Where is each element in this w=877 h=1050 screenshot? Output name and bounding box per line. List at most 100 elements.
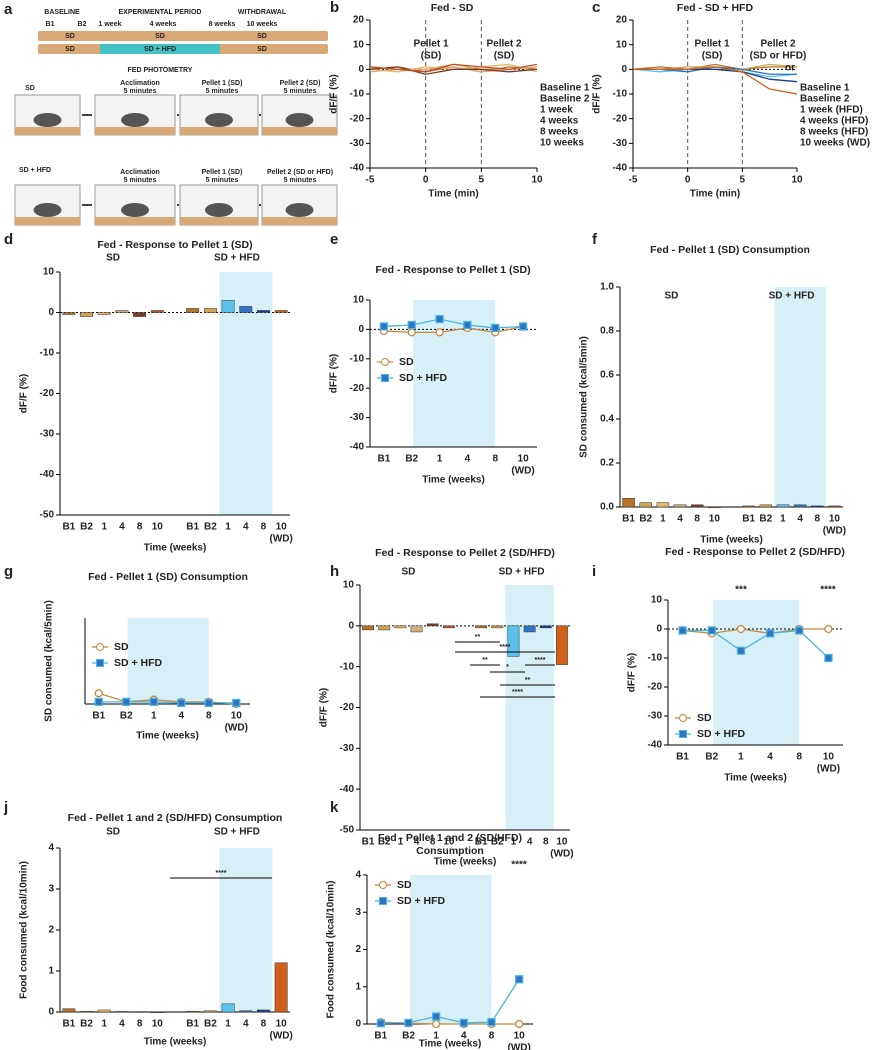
legend-label: Baseline 1 [800, 83, 850, 94]
y-axis-label: dF/F (%) [19, 374, 30, 413]
marker [487, 1017, 496, 1027]
series-line [383, 325, 524, 334]
trace [369, 63, 538, 73]
annotation: (SD) [702, 51, 723, 62]
x-tick-label: B1 [62, 1019, 75, 1030]
group-label: SD + HFD [214, 253, 260, 264]
y-tick-label: -40 [350, 163, 365, 174]
y-tick-label: -10 [40, 348, 55, 359]
x-tick-label: 10 [531, 175, 543, 186]
x-axis-label: Time (min) [690, 189, 740, 200]
bar [115, 310, 129, 313]
bar [673, 504, 687, 508]
legend-label: SD [697, 712, 712, 724]
annotation: **** [535, 657, 546, 664]
marker [432, 1019, 441, 1029]
annotation: ** [475, 634, 481, 641]
panel-label: d [4, 231, 13, 248]
x-tick-label: 10 [231, 711, 243, 722]
timeline-bar [38, 31, 328, 41]
legend-label: SD + HFD [399, 372, 448, 384]
bar [556, 625, 568, 665]
legend-label: SD [114, 641, 129, 653]
shade [409, 875, 492, 1024]
y-tick-label: 3 [355, 907, 361, 918]
x-tick-label: 10 [829, 514, 841, 525]
legend-label: SD + HFD [114, 657, 163, 669]
bar [426, 623, 439, 627]
legend-label: SD + HFD [697, 728, 746, 740]
y-axis-label: Food consumed (kcal/10min) [326, 881, 337, 1019]
group-label: SD + HFD [769, 291, 815, 302]
x-tick-label: 0 [685, 175, 691, 186]
shade [713, 600, 800, 745]
bar [62, 1008, 76, 1013]
annotation: (SD or HFD) [750, 51, 807, 62]
x-tick-label: B2 [378, 837, 391, 848]
y-tick-label: 20 [616, 15, 628, 26]
y-tick-label: -20 [340, 702, 355, 713]
marker [94, 689, 103, 698]
x-tick-label: 10 [443, 837, 455, 848]
chart-title: Fed - Pellet 1 (SD) Consumption [88, 571, 248, 583]
y-tick-label: -30 [350, 412, 365, 423]
bar [793, 504, 807, 508]
mouse [285, 113, 314, 127]
annotation: **** [820, 585, 836, 596]
legend-label: Baseline 2 [800, 94, 850, 105]
x-tick-label: 4 [178, 711, 184, 722]
x-tick-label: 10 [518, 454, 530, 465]
panel-label: a [4, 1, 13, 18]
y-tick-label: -40 [340, 784, 355, 795]
y-tick-label: 0 [358, 64, 364, 75]
x-tick-label: 4 [767, 752, 773, 763]
chart-title: Fed - Response to Pellet 2 (SD/HFD) [375, 547, 555, 559]
x-tick-label: B2 [759, 514, 772, 525]
y-axis-label: dF/F (%) [329, 354, 340, 393]
y-tick-label: 4 [48, 843, 54, 854]
note: (WD) [511, 466, 534, 477]
mouse [33, 113, 62, 127]
bedding [95, 127, 175, 135]
x-tick-label: B2 [80, 1019, 93, 1030]
marker [204, 698, 213, 708]
marker [432, 1012, 441, 1021]
chart-title: Fed - Pellet 1 and 2 (SD/HFD) [378, 832, 522, 844]
bar [186, 308, 200, 313]
shade [127, 618, 209, 704]
legend-marker [679, 730, 687, 738]
y-tick-label: 0 [656, 624, 662, 635]
y-tick-label: -20 [350, 113, 365, 124]
diagram-label: SD [155, 33, 165, 40]
marker [795, 626, 804, 635]
diagram-label: 5 minutes [124, 88, 157, 95]
bar [239, 1010, 253, 1013]
panel-label: k [330, 799, 339, 816]
y-tick-label: 0.6 [600, 370, 614, 381]
bar [203, 1010, 217, 1013]
diagram-label: 5 minutes [206, 177, 239, 184]
y-tick-label: 3 [48, 884, 54, 895]
bar [828, 505, 841, 508]
y-tick-label: -20 [40, 388, 55, 399]
series-line [380, 978, 520, 1024]
diagram-label: 5 minutes [284, 88, 317, 95]
diagram-label: SD + HFD [144, 46, 176, 53]
diagram-label: SD [25, 85, 35, 92]
diagram-label: SD [257, 33, 267, 40]
diagram-label: 5 minutes [206, 88, 239, 95]
bar [239, 306, 253, 313]
chart-title: Fed - Response to Pellet 2 (SD/HFD) [665, 546, 845, 558]
group-label: SD [402, 567, 416, 578]
legend-label: Baseline 1 [540, 83, 590, 94]
x-tick-label: 8 [261, 522, 267, 533]
x-tick-label: 10 [152, 1019, 164, 1030]
x-tick-label: 8 [137, 1019, 143, 1030]
marker [765, 629, 775, 638]
x-tick-label: 8 [814, 514, 820, 525]
shade [413, 300, 496, 447]
annotation: Pellet 2 [486, 39, 521, 50]
y-tick-label: 0 [621, 64, 627, 75]
y-tick-label: 10 [353, 295, 365, 306]
diagram-label: Acclimation [120, 80, 160, 87]
